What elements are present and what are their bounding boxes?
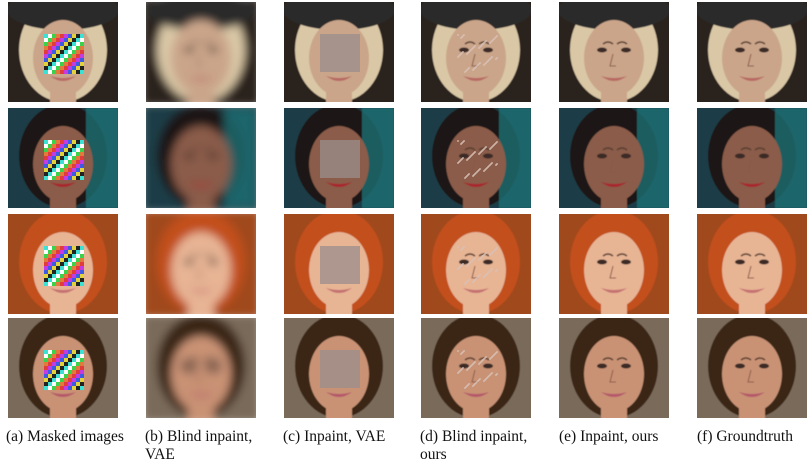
face-image-woman-dark-hair-teal-background-masked — [8, 108, 118, 208]
face-image-brunette-woman-smiling-patch — [284, 318, 394, 418]
caption-d: (d) Blind inpaint, ours — [420, 428, 528, 463]
caption-f: (f) Groundtruth — [697, 428, 793, 445]
face-image-woman-dark-hair-teal-background-patch — [284, 108, 394, 208]
face-image-brunette-woman-smiling-masked — [8, 318, 118, 418]
face-image-older-woman-with-hat-blur — [146, 2, 256, 102]
caption-c: (c) Inpaint, VAE — [283, 428, 386, 445]
face-image-red-haired-girl-masked — [8, 214, 118, 314]
face-image-older-woman-with-hat-clean — [559, 2, 669, 102]
caption-b: (b) Blind inpaint, VAE — [145, 428, 253, 463]
face-image-brunette-woman-smiling-faint — [421, 318, 531, 418]
face-image-red-haired-girl-patch — [284, 214, 394, 314]
face-image-older-woman-with-hat-patch — [284, 2, 394, 102]
caption-e: (e) Inpaint, ours — [559, 428, 659, 445]
face-image-red-haired-girl-blur — [146, 214, 256, 314]
face-image-red-haired-girl-faint — [421, 214, 531, 314]
face-image-older-woman-with-hat-clean — [697, 2, 807, 102]
face-image-woman-dark-hair-teal-background-blur — [146, 108, 256, 208]
caption-a: (a) Masked images — [6, 428, 124, 445]
face-image-woman-dark-hair-teal-background-clean — [697, 108, 807, 208]
face-image-red-haired-girl-clean — [559, 214, 669, 314]
face-image-brunette-woman-smiling-clean — [559, 318, 669, 418]
face-image-woman-dark-hair-teal-background-clean — [559, 108, 669, 208]
face-image-older-woman-with-hat-masked — [8, 2, 118, 102]
face-image-woman-dark-hair-teal-background-faint — [421, 108, 531, 208]
face-image-brunette-woman-smiling-blur — [146, 318, 256, 418]
face-image-red-haired-girl-clean — [697, 214, 807, 314]
face-image-older-woman-with-hat-faint — [421, 2, 531, 102]
face-inpainting-grid — [8, 2, 807, 418]
face-image-brunette-woman-smiling-clean — [697, 318, 807, 418]
